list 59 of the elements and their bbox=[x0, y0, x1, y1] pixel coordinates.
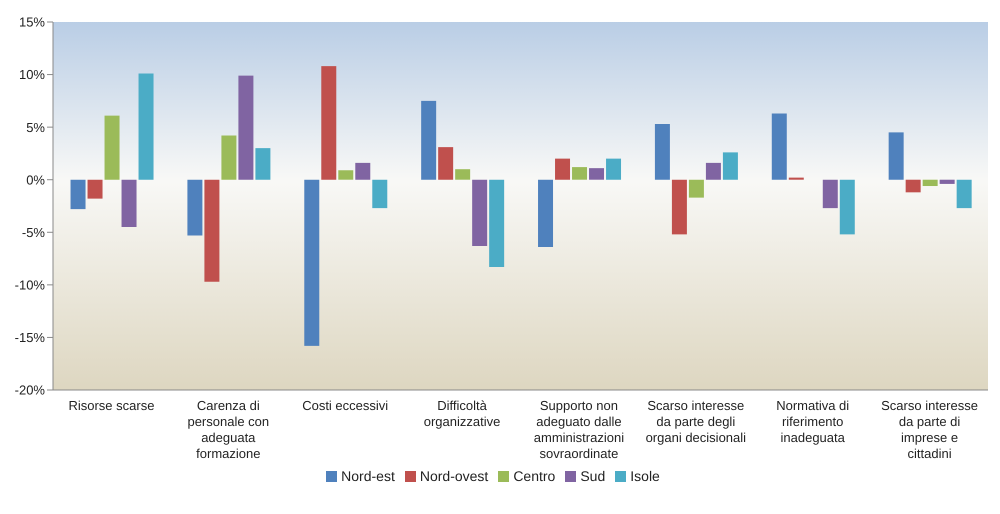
x-tick-label: Risorse scarse bbox=[68, 398, 154, 413]
y-tick-label: -5% bbox=[22, 224, 46, 240]
bar bbox=[572, 167, 588, 180]
bar bbox=[372, 180, 388, 208]
bar bbox=[255, 148, 270, 180]
bar bbox=[221, 136, 236, 180]
legend-label: Nord-est bbox=[341, 468, 395, 484]
x-tick-label: Carenza di personale con adeguata formazione bbox=[187, 398, 270, 461]
legend-label: Sud bbox=[580, 468, 606, 484]
bar bbox=[122, 180, 137, 228]
x-tick-label: Scarso interesse da parte di imprese e cittadini bbox=[881, 398, 978, 461]
bar bbox=[688, 180, 704, 198]
bar bbox=[88, 180, 103, 199]
bar bbox=[722, 152, 738, 180]
bar bbox=[906, 180, 921, 192]
y-tick-label: 15% bbox=[18, 14, 46, 30]
bar bbox=[922, 180, 938, 186]
x-tick-label: Scarso interesse da parte degli organi decisionali bbox=[646, 398, 746, 445]
y-tick-label: -10% bbox=[14, 277, 46, 292]
y-tick-label: -20% bbox=[14, 382, 46, 398]
x-tick-label: Supporto non adeguato dalle amministrazioni sovraordinate bbox=[534, 398, 624, 461]
bar bbox=[822, 180, 838, 208]
bar bbox=[421, 100, 436, 180]
x-tick-label: Difficoltà organizzative bbox=[424, 398, 500, 429]
bar bbox=[70, 180, 86, 210]
bar bbox=[438, 147, 454, 180]
y-tick-label: 10% bbox=[18, 67, 46, 82]
bar bbox=[672, 180, 687, 234]
bar bbox=[538, 180, 554, 248]
bar bbox=[956, 180, 972, 208]
bar bbox=[840, 180, 855, 234]
bar bbox=[940, 180, 955, 184]
y-tick-label: 0% bbox=[26, 172, 46, 188]
bar bbox=[888, 132, 904, 180]
bar bbox=[204, 180, 220, 282]
y-tick-label: -15% bbox=[14, 330, 46, 346]
bar bbox=[304, 180, 320, 346]
bar bbox=[589, 168, 604, 180]
x-tick-label: Normativa di riferimento inadeguata bbox=[776, 398, 850, 445]
bar bbox=[472, 180, 488, 246]
bar bbox=[555, 158, 570, 180]
bar bbox=[187, 180, 202, 236]
legend-label: Isole bbox=[630, 468, 660, 484]
bar bbox=[338, 170, 354, 180]
bar bbox=[772, 113, 787, 180]
legend-label: Centro bbox=[513, 468, 556, 484]
bar bbox=[104, 116, 120, 180]
bar bbox=[321, 66, 336, 180]
bar bbox=[238, 76, 254, 180]
bar bbox=[138, 74, 154, 180]
bar bbox=[654, 124, 670, 180]
x-tick-label: Costi eccessivi bbox=[302, 398, 388, 413]
bar bbox=[355, 162, 370, 180]
bar bbox=[489, 180, 504, 267]
y-tick-label: 5% bbox=[26, 120, 46, 135]
bar bbox=[606, 158, 622, 180]
bar bbox=[706, 162, 721, 180]
bar bbox=[455, 169, 470, 180]
legend-label: Nord-ovest bbox=[420, 468, 488, 484]
